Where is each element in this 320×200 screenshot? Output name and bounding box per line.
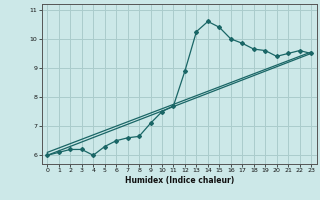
X-axis label: Humidex (Indice chaleur): Humidex (Indice chaleur) (124, 176, 234, 185)
